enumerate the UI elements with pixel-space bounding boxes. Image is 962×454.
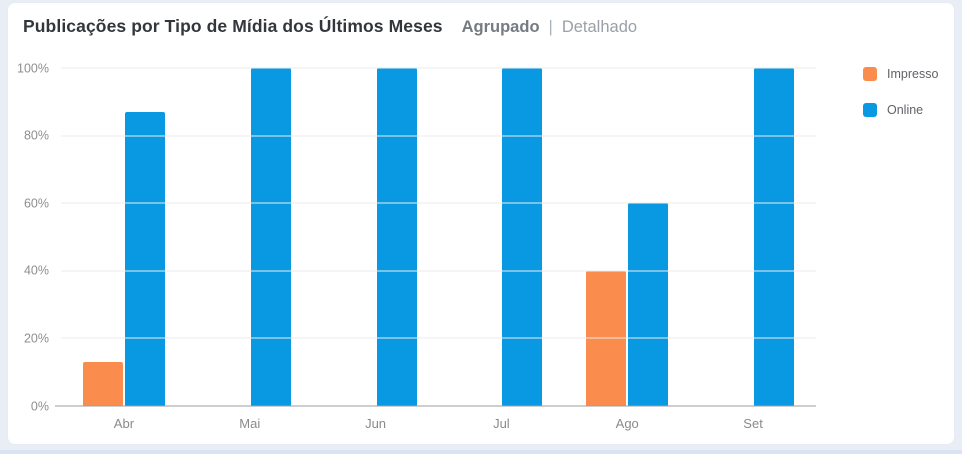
x-axis-label-mai: Mai <box>239 416 261 431</box>
chart-legend: Impresso Online <box>863 67 938 139</box>
category-band-jun <box>313 68 439 406</box>
y-axis-tick-label: 40% <box>23 263 49 278</box>
x-axis-label-set: Set <box>743 416 763 431</box>
category-band-ago <box>564 68 690 406</box>
x-axis-line <box>55 405 816 407</box>
chart-header: Publicações por Tipo de Mídia dos Último… <box>23 16 637 37</box>
bar-online-jun[interactable] <box>376 68 417 406</box>
category-band-set <box>690 68 816 406</box>
category-band-jul <box>438 68 564 406</box>
legend-label: Online <box>887 103 924 117</box>
gridline <box>61 135 816 137</box>
gridline <box>61 337 816 339</box>
view-option-agrupado[interactable]: Agrupado <box>461 18 540 36</box>
legend-swatch-online <box>863 103 877 117</box>
legend-item[interactable]: Impresso <box>863 67 938 81</box>
category-band-abr <box>61 68 187 406</box>
bar-impresso-abr[interactable] <box>82 362 123 406</box>
gridline <box>61 67 816 69</box>
bar-online-set[interactable] <box>754 68 795 406</box>
y-axis-tick-label: 100% <box>17 60 49 75</box>
bars-layer <box>61 68 816 406</box>
x-axis-label-jun: Jun <box>365 416 387 431</box>
bar-online-mai[interactable] <box>250 68 291 406</box>
bar-online-abr[interactable] <box>124 111 165 406</box>
y-axis-tick-label: 0% <box>30 398 49 413</box>
chart-title: Publicações por Tipo de Mídia dos Último… <box>23 16 443 36</box>
bar-online-jul[interactable] <box>502 68 543 406</box>
legend-item[interactable]: Online <box>863 103 938 117</box>
view-option-detalhado[interactable]: Detalhado <box>561 18 638 36</box>
x-axis-label-ago: Ago <box>615 416 639 431</box>
legend-label: Impresso <box>887 67 939 81</box>
y-axis-tick-label: 20% <box>23 331 49 346</box>
plot-area: Abr Mai Jun Jul Ago Set 0% 20% 40% 60% 80% 100% <box>17 62 816 431</box>
legend-swatch-impresso <box>863 67 877 81</box>
bar-online-ago[interactable] <box>628 203 669 406</box>
y-axis-tick-label: 60% <box>23 195 49 210</box>
x-axis-label-abr: Abr <box>113 416 135 431</box>
view-options-separator: | <box>548 18 553 36</box>
page-bottom-strip <box>0 450 962 454</box>
y-axis-tick-label: 80% <box>23 128 49 143</box>
gridline <box>61 202 816 204</box>
x-axis-label-jul: Jul <box>493 416 510 431</box>
x-axis-labels: Abr Mai Jun Jul Ago Set <box>61 406 816 431</box>
chart-card: Publicações por Tipo de Mídia dos Último… <box>7 2 955 445</box>
category-band-mai <box>187 68 313 406</box>
gridline <box>61 270 816 272</box>
view-toggle: Agrupado | Detalhado <box>462 18 637 37</box>
